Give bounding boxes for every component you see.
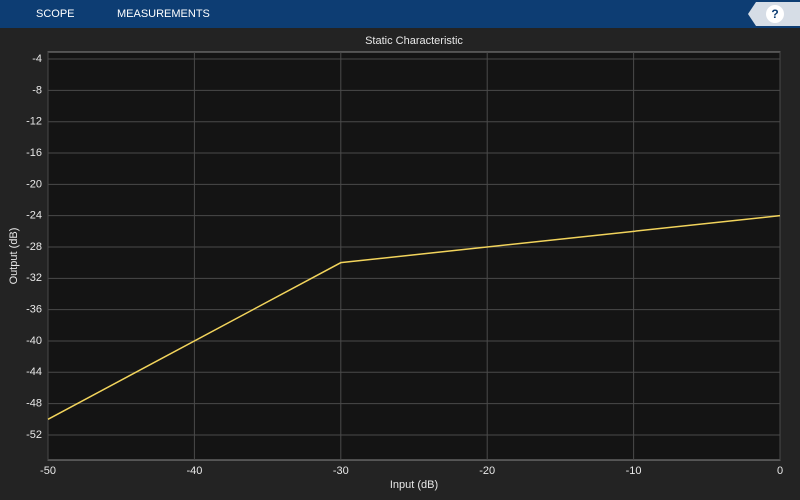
y-tick-label: -28 [26, 241, 42, 253]
y-tick-label: -12 [26, 116, 42, 128]
toolbar: SCOPE MEASUREMENTS ? [0, 0, 800, 28]
y-tick-label: -20 [26, 178, 42, 190]
chart-title: Static Characteristic [365, 35, 463, 47]
y-tick-label: -16 [26, 147, 42, 159]
x-tick-label: -40 [186, 465, 202, 477]
tab[interactable]: SCOPE [36, 8, 75, 20]
y-tick-label: -48 [26, 398, 42, 410]
chart: Static Characteristic Input (dB) Output … [8, 35, 783, 491]
y-tick-label: -32 [26, 272, 42, 284]
y-axis-label: Output (dB) [8, 228, 20, 285]
y-tick-label: -24 [26, 210, 42, 222]
help-button[interactable]: ? [766, 5, 784, 23]
x-tick-label: 0 [777, 465, 783, 477]
y-tick-label: -36 [26, 304, 42, 316]
tab[interactable]: MEASUREMENTS [117, 8, 210, 20]
y-tick-label: -4 [32, 53, 42, 65]
plot-area [47, 51, 781, 461]
y-tick-label: -40 [26, 335, 42, 347]
y-tick-label: -8 [32, 84, 42, 96]
x-tick-label: -50 [40, 465, 56, 477]
y-tick-label: -44 [26, 366, 42, 378]
x-tick-label: -20 [479, 465, 495, 477]
x-axis-label: Input (dB) [390, 479, 438, 491]
line [47, 214, 781, 420]
x-tick-label: -30 [333, 465, 349, 477]
y-tick-label: -52 [26, 429, 42, 441]
x-tick-label: -10 [626, 465, 642, 477]
